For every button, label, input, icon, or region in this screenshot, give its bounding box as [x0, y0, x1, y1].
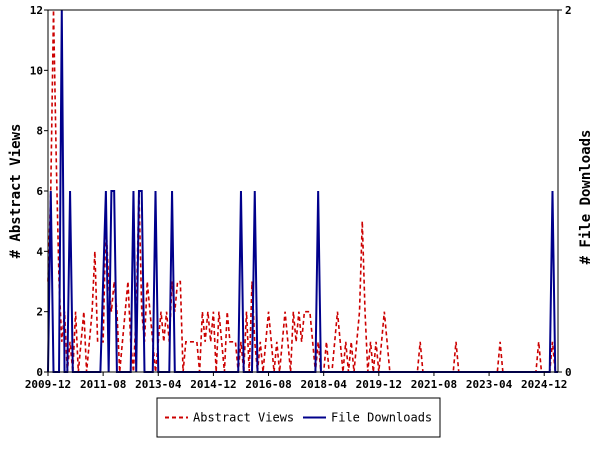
x-tick-label: 2023-04 — [466, 378, 513, 391]
plot-frame — [47, 9, 559, 373]
y-left-axis-title: # Abstract Views — [8, 124, 24, 259]
series-line-file-downloads — [47, 9, 558, 373]
y-left-tick-label: 6 — [36, 185, 43, 198]
x-ticks: 2009-12 2011-08 2013-04 2014-12 2016-08 2018-… — [25, 372, 567, 391]
series-line-abstract-views — [47, 9, 558, 373]
x-tick-label: 2018-04 — [300, 378, 347, 391]
x-tick-label: 2019-12 — [356, 378, 402, 391]
x-tick-label: 2021-08 — [411, 378, 457, 391]
y-right-axis-title: # File Downloads — [578, 130, 594, 265]
legend-label-abstract-views: Abstract Views — [193, 411, 294, 425]
x-tick-label: 2011-08 — [80, 378, 126, 391]
x-tick-label: 2024-12 — [521, 378, 567, 391]
y-right-ticks: 02 — [558, 4, 572, 379]
y-left-tick-label: 12 — [30, 4, 43, 17]
x-tick-label: 2016-08 — [245, 378, 291, 391]
legend-box — [156, 397, 441, 438]
y-right-tick-label: 0 — [565, 366, 572, 379]
legend: Abstract Views File Downloads — [156, 397, 441, 438]
series-layer — [47, 9, 558, 373]
y-left-tick-label: 10 — [30, 64, 43, 77]
y-right-tick-label: 2 — [565, 4, 572, 17]
x-tick-label: 2009-12 — [25, 378, 71, 391]
x-tick-label: 2014-12 — [190, 378, 236, 391]
y-left-tick-label: 8 — [36, 125, 43, 138]
x-tick-label: 2013-04 — [135, 378, 182, 391]
y-left-ticks: 0 2 4 6 8 10 12 — [30, 4, 48, 379]
y-left-tick-label: 4 — [36, 245, 43, 258]
legend-label-file-downloads: File Downloads — [331, 411, 432, 425]
y-left-tick-label: 2 — [36, 306, 43, 319]
y-left-tick-label: 0 — [36, 366, 43, 379]
